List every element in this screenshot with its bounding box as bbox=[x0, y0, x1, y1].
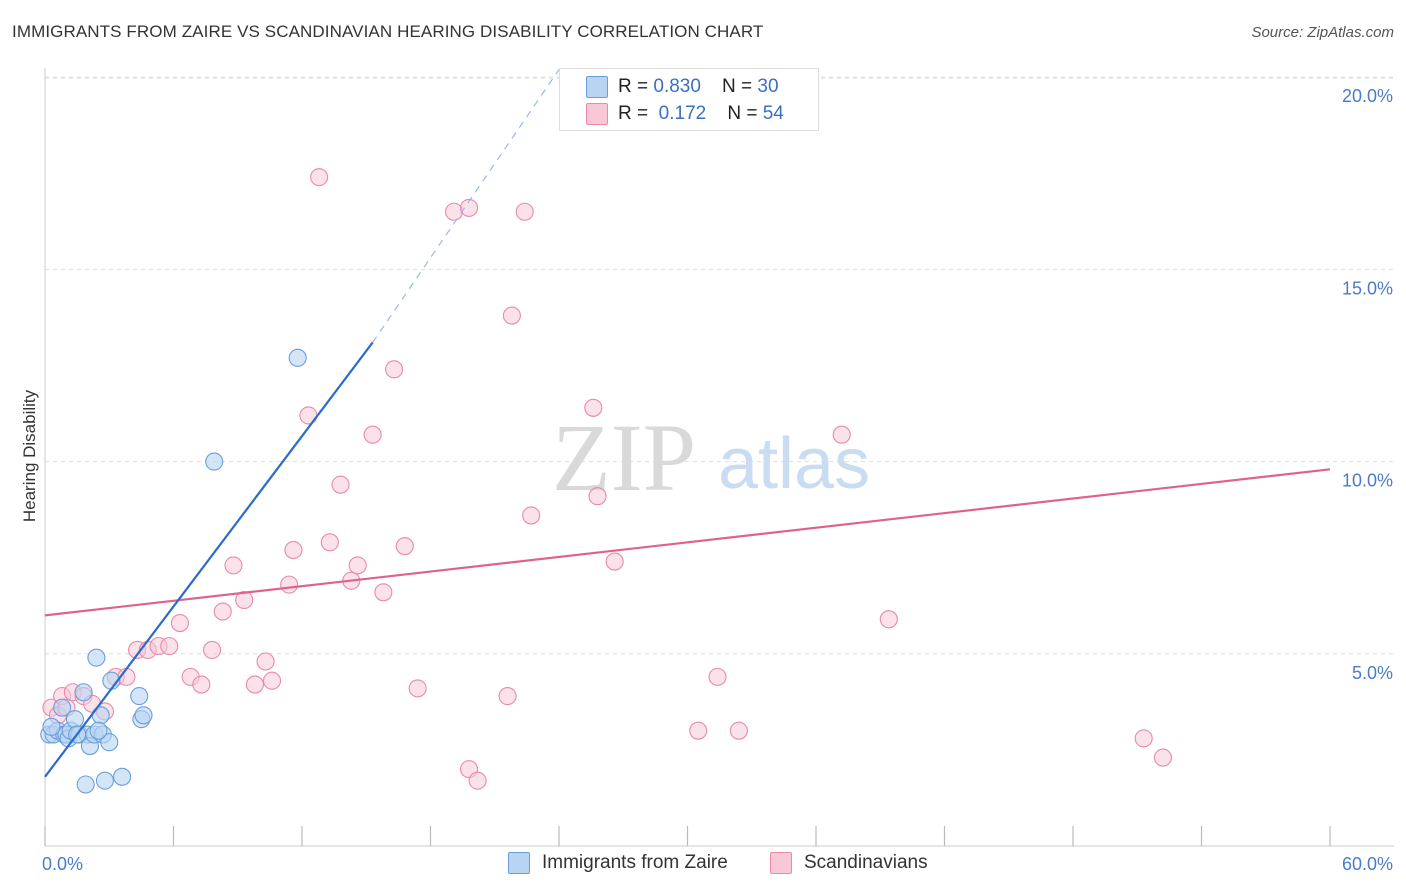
legend-zaire-n-value: 30 bbox=[757, 76, 779, 97]
watermark-zip: ZIP bbox=[552, 404, 696, 511]
zaire-point bbox=[134, 706, 153, 725]
zaire-point bbox=[87, 648, 106, 667]
x-tick-label-max: 60.0% bbox=[1342, 854, 1393, 874]
y-axis-label: Hearing Disability bbox=[20, 389, 39, 522]
bottom-scand-swatch bbox=[770, 852, 792, 874]
zaire-point bbox=[130, 687, 149, 706]
scandinavian-point bbox=[729, 721, 748, 740]
source-credit: Source: ZipAtlas.com bbox=[1251, 24, 1394, 41]
zaire-point bbox=[205, 452, 224, 471]
zaire-trend-extension bbox=[372, 69, 560, 343]
scandinavian-point bbox=[310, 168, 329, 187]
zaire-point bbox=[53, 698, 72, 717]
zaire-point bbox=[74, 683, 93, 702]
scandinavian-point bbox=[1134, 729, 1153, 748]
y-tick-label: 5.0% bbox=[1352, 663, 1393, 683]
correlation-legend: R = 0.830 N = 30 R = 0.172 N = 54 bbox=[559, 68, 819, 131]
scandinavian-point bbox=[498, 687, 517, 706]
scandinavian-point bbox=[192, 675, 211, 694]
legend-scand-r-label: R = bbox=[618, 103, 654, 124]
scandinavian-point bbox=[160, 637, 179, 656]
scandinavian-point bbox=[213, 602, 232, 621]
scandinavian-point bbox=[203, 640, 222, 660]
scandinavian-point bbox=[395, 537, 414, 556]
scandinavian-point bbox=[385, 360, 404, 379]
zaire-point bbox=[100, 733, 119, 752]
scandinavian-point bbox=[245, 675, 264, 694]
bottom-scand-label: Scandinavians bbox=[804, 852, 928, 873]
bottom-zaire-label: Immigrants from Zaire bbox=[542, 852, 728, 873]
axis-layer: 5.0% 10.0% 15.0% 20.0% 0.0% 60.0% bbox=[42, 68, 1394, 874]
scandinavian-point bbox=[502, 306, 521, 325]
scandinavian-point bbox=[588, 487, 607, 506]
x-tick-label-min: 0.0% bbox=[42, 854, 83, 874]
zaire-point bbox=[89, 721, 108, 740]
y-tick-label: 15.0% bbox=[1342, 278, 1393, 298]
scandinavian-point bbox=[284, 540, 303, 560]
legend-zaire-r-label: R = bbox=[618, 76, 654, 97]
legend-scand-n-value: 54 bbox=[762, 103, 784, 124]
bottom-legend-scandinavians: Scandinavians bbox=[770, 852, 928, 874]
zaire-point bbox=[113, 767, 132, 786]
scandinavian-point bbox=[1153, 748, 1172, 767]
legend-scand-text: R = 0.172 N = 54 bbox=[618, 103, 784, 125]
legend-zaire-r-value: 0.830 bbox=[653, 76, 701, 97]
zaire-trend-line bbox=[44, 341, 374, 778]
scandinavian-point bbox=[605, 552, 624, 571]
scandinavian-point bbox=[515, 202, 534, 221]
scandinavian-point bbox=[256, 652, 275, 671]
scandinavian-point bbox=[331, 475, 350, 494]
scandinavian-point bbox=[459, 198, 479, 217]
scandinavian-point bbox=[374, 583, 393, 602]
scandinavian-point bbox=[468, 771, 487, 790]
scandinavian-point bbox=[348, 556, 367, 575]
zaire-point bbox=[42, 717, 61, 736]
scandinavian-point bbox=[363, 425, 382, 444]
scandinavian-point bbox=[224, 556, 243, 575]
scandinavian-point bbox=[879, 610, 898, 629]
scandinavian-trend-line bbox=[44, 468, 1331, 617]
zaire-point bbox=[95, 771, 115, 790]
y-tick-label: 20.0% bbox=[1342, 86, 1393, 106]
zaire-swatch bbox=[586, 76, 608, 98]
scandinavian-point bbox=[280, 575, 299, 594]
zaire-point bbox=[76, 775, 95, 794]
scandinavian-point bbox=[584, 398, 603, 417]
scandinavian-point bbox=[522, 506, 541, 525]
zaire-point bbox=[288, 348, 307, 367]
bottom-zaire-swatch bbox=[508, 852, 530, 874]
scandinavian-point bbox=[262, 671, 282, 690]
scandinavian-point bbox=[408, 679, 427, 698]
legend-scand-r-value: 0.172 bbox=[658, 103, 707, 124]
points-layer bbox=[40, 68, 1172, 794]
trend-layer bbox=[44, 69, 1331, 778]
legend-zaire-text: R = 0.830 N = 30 bbox=[618, 76, 779, 98]
scandinavian-point bbox=[832, 425, 851, 444]
scandinavians-swatch bbox=[586, 103, 608, 125]
y-tick-label: 10.0% bbox=[1342, 471, 1393, 491]
legend-zaire-n-label: N = bbox=[722, 76, 758, 97]
scandinavian-point bbox=[708, 667, 727, 686]
scandinavian-point bbox=[235, 590, 254, 610]
scandinavian-point bbox=[445, 202, 464, 221]
grid-layer bbox=[45, 76, 1394, 655]
zaire-point bbox=[65, 710, 85, 729]
scandinavian-point bbox=[170, 614, 189, 633]
chart-title: IMMIGRANTS FROM ZAIRE VS SCANDINAVIAN HE… bbox=[12, 22, 764, 41]
legend-scand-n-label: N = bbox=[727, 103, 763, 124]
scandinavian-point bbox=[320, 533, 339, 552]
scandinavian-point bbox=[689, 721, 708, 740]
bottom-legend-zaire: Immigrants from Zaire bbox=[508, 852, 728, 874]
